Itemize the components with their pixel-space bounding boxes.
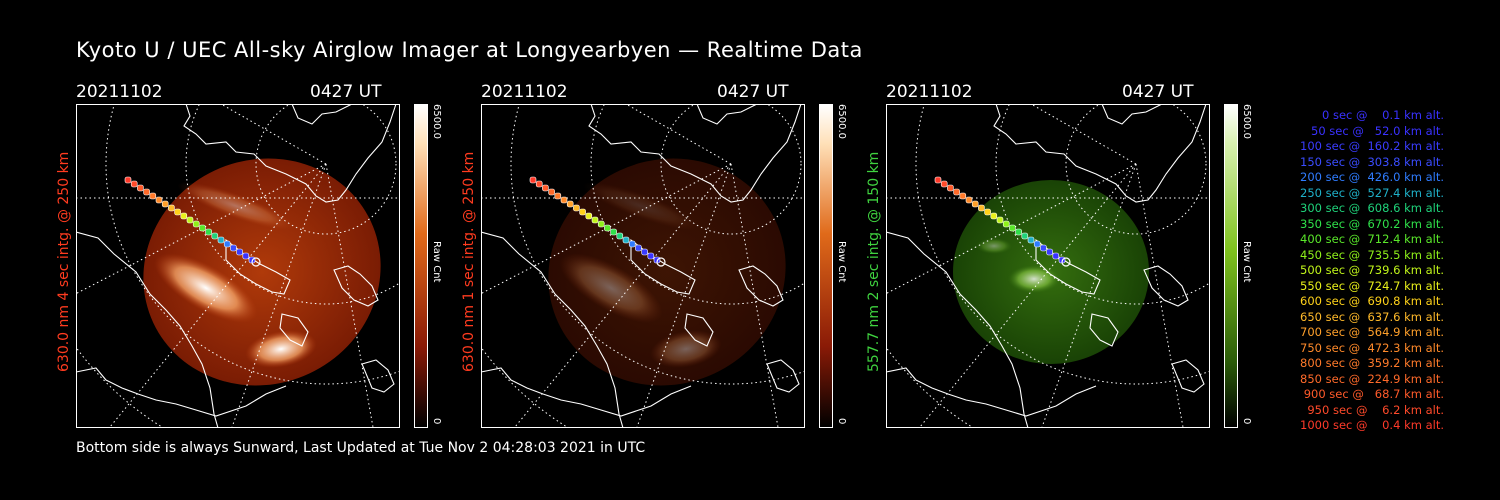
station-marker: [251, 257, 261, 267]
coastline-outline: [76, 104, 397, 428]
legend-row: 850 sec @ 224.9 km alt.: [1300, 371, 1444, 386]
satellite-trajectory: [529, 176, 661, 264]
legend-row: 0 sec @ 0.1 km alt.: [1321, 108, 1444, 122]
panel-2-colorbar: [819, 104, 833, 428]
panel-2-vertical-label: 630.0 nm 1 sec intg. @ 250 km: [461, 151, 477, 372]
legend-row: 300 sec @ 608.6 km alt.: [1300, 201, 1444, 215]
panel-frame: [886, 104, 1210, 428]
panel-2-image: [481, 104, 805, 428]
panel-3-colorbar-unit: Raw Cnt: [1241, 241, 1252, 283]
panel-2-colorbar-max: 6500.0: [836, 104, 847, 139]
legend-row: 100 sec @ 160.2 km alt.: [1300, 139, 1444, 153]
panel-1-vertical-label: 630.0 nm 4 sec intg. @ 250 km: [56, 151, 72, 372]
legend-row: 150 sec @ 303.8 km alt.: [1300, 154, 1444, 169]
legend-row: 400 sec @ 712.4 km alt.: [1300, 232, 1444, 246]
panel-3-colorbar-max: 6500.0: [1241, 104, 1252, 139]
legend-row: 50 sec @ 52.0 km alt.: [1311, 123, 1444, 138]
station-marker: [656, 257, 666, 267]
panel-1-image: [76, 104, 400, 428]
allsky-image-disk: [548, 158, 786, 386]
legend-row: 700 sec @ 564.9 km alt.: [1300, 325, 1444, 339]
legend-row: 200 sec @ 426.0 km alt.: [1300, 170, 1444, 184]
panel-1-colorbar-max: 6500.0: [431, 104, 442, 139]
footer-status: Bottom side is always Sunward, Last Upda…: [76, 440, 646, 456]
legend-row: 650 sec @ 637.6 km alt.: [1300, 309, 1444, 324]
legend-row: 1000 sec @ 0.4 km alt.: [1300, 418, 1444, 432]
panel-3-vertical-label: 557.7 nm 2 sec intg. @ 150 km: [866, 151, 882, 372]
allsky-image-disk: [143, 158, 381, 386]
panel-1-date: 20211102: [76, 82, 163, 102]
panel-3-date: 20211102: [886, 82, 973, 102]
legend-row: 550 sec @ 724.7 km alt.: [1300, 278, 1444, 293]
panel-3-time: 0427 UT: [1122, 82, 1194, 102]
panel-frame: [481, 104, 805, 428]
legend-row: 600 sec @ 690.8 km alt.: [1300, 294, 1444, 308]
station-marker: [1061, 257, 1071, 267]
legend-row: 250 sec @ 527.4 km alt.: [1300, 185, 1444, 200]
lat-lon-grid: [481, 104, 805, 428]
panel-frame: [76, 104, 400, 428]
satellite-trajectory: [124, 176, 256, 264]
legend-row: 800 sec @ 359.2 km alt.: [1300, 356, 1444, 370]
legend-row: 350 sec @ 670.2 km alt.: [1300, 216, 1444, 231]
panel-2-colorbar-unit: Raw Cnt: [836, 241, 847, 283]
panel-3-colorbar-min: 0: [1241, 418, 1252, 425]
satellite-trajectory: [934, 176, 1066, 264]
legend-row: 950 sec @ 6.2 km alt.: [1307, 402, 1444, 417]
legend-row: 750 sec @ 472.3 km alt.: [1300, 340, 1444, 355]
coastline-outline: [886, 104, 1207, 428]
panel-1-colorbar-unit: Raw Cnt: [431, 241, 442, 283]
panel-1-time: 0427 UT: [310, 82, 382, 102]
page-title: Kyoto U / UEC All-sky Airglow Imager at …: [76, 38, 863, 62]
panel-3-colorbar: [1224, 104, 1238, 428]
lat-lon-grid: [76, 104, 400, 428]
panel-1-colorbar-min: 0: [431, 418, 442, 425]
legend-row: 900 sec @ 68.7 km alt.: [1303, 387, 1444, 401]
legend-row: 500 sec @ 739.6 km alt.: [1300, 263, 1444, 277]
panel-3-image: [886, 104, 1210, 428]
coastline-outline: [481, 104, 802, 428]
panel-2-time: 0427 UT: [717, 82, 789, 102]
lat-lon-grid: [886, 104, 1210, 428]
legend-row: 450 sec @ 735.5 km alt.: [1300, 247, 1444, 262]
panel-2-date: 20211102: [481, 82, 568, 102]
panel-1-colorbar: [414, 104, 428, 428]
panel-2-colorbar-min: 0: [836, 418, 847, 425]
